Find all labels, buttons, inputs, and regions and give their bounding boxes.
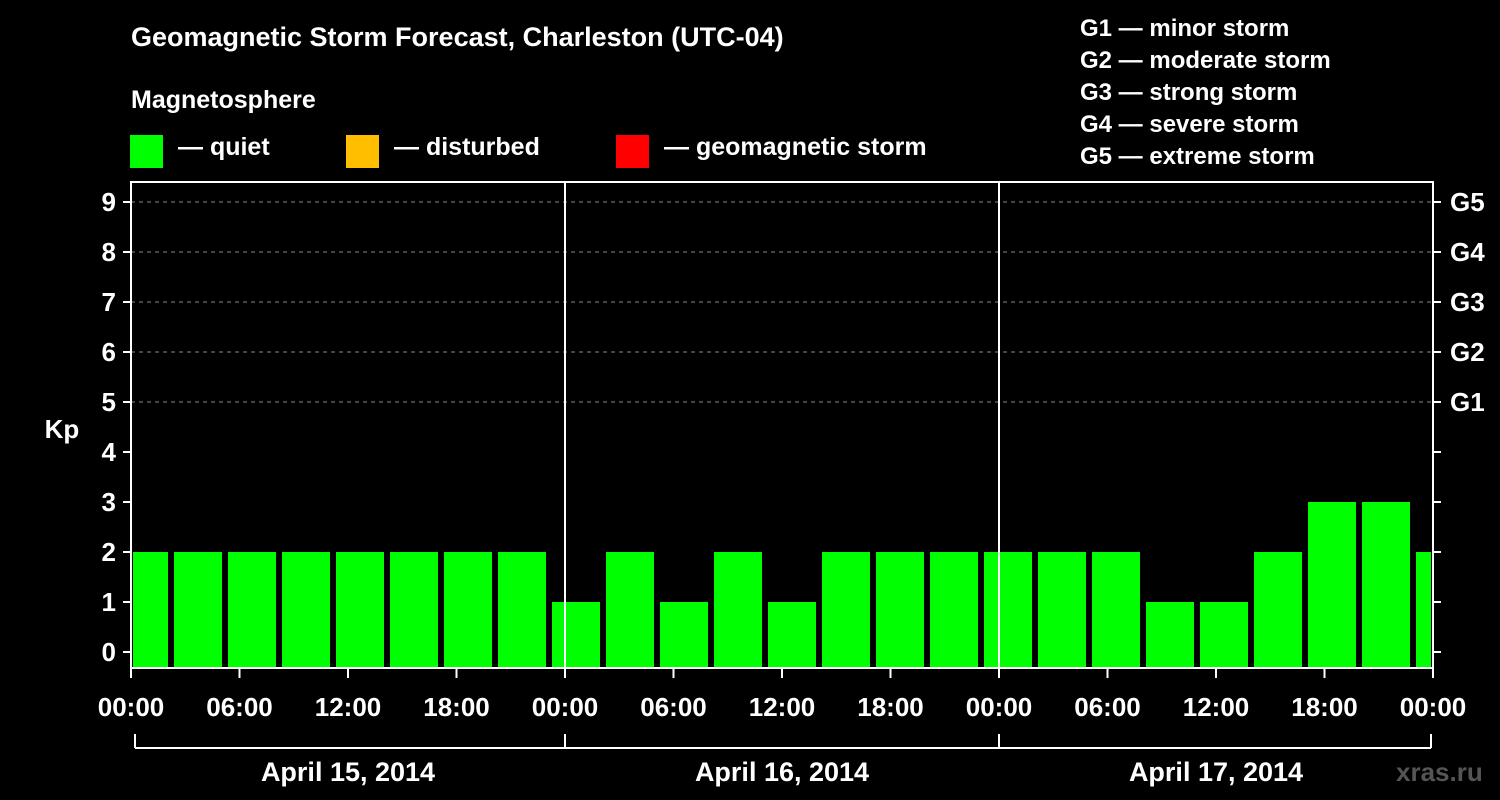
legend-swatch-quiet [130, 135, 163, 168]
kp-bar [768, 602, 816, 668]
x-tick-label: 12:00 [749, 692, 816, 722]
y-tick-label: 9 [102, 187, 116, 217]
kp-bar [714, 552, 762, 668]
kp-bar [552, 602, 600, 668]
x-tick-label: 18:00 [423, 692, 490, 722]
kp-bar [1362, 502, 1410, 668]
g-level-label: G3 [1450, 287, 1485, 317]
y-tick-label: 6 [102, 337, 116, 367]
y-tick-label: 1 [102, 587, 116, 617]
kp-bar [1038, 552, 1086, 668]
y-tick-label: 5 [102, 387, 116, 417]
kp-bar [1416, 552, 1431, 668]
storm-scale-g1: G1 — minor storm [1080, 15, 1290, 42]
kp-bar [1200, 602, 1248, 668]
kp-bar [228, 552, 276, 668]
kp-bar [282, 552, 330, 668]
kp-bar [822, 552, 870, 668]
storm-scale-g2: G2 — moderate storm [1080, 47, 1331, 74]
y-tick-label: 2 [102, 537, 116, 567]
storm-scale-g5: G5 — extreme storm [1080, 143, 1315, 170]
kp-bar [1146, 602, 1194, 668]
kp-bar [606, 552, 654, 668]
x-tick-label: 12:00 [315, 692, 382, 722]
storm-scale-g4: G4 — severe storm [1080, 111, 1299, 138]
g-level-label: G1 [1450, 387, 1485, 417]
watermark: xras.ru [1396, 757, 1483, 787]
x-tick-label: 18:00 [1291, 692, 1358, 722]
y-tick-label: 8 [102, 237, 116, 267]
kp-bar [1092, 552, 1140, 668]
kp-bar [133, 552, 168, 668]
legend-label-disturbed: — disturbed [394, 133, 540, 161]
date-label: April 15, 2014 [261, 757, 435, 787]
g-level-label: G2 [1450, 337, 1485, 367]
x-tick-label: 06:00 [206, 692, 273, 722]
kp-bar [390, 552, 438, 668]
legend-heading: Magnetosphere [131, 86, 316, 114]
x-tick-label: 06:00 [1074, 692, 1141, 722]
kp-bar [930, 552, 978, 668]
x-tick-label: 00:00 [1400, 692, 1467, 722]
kp-bar [174, 552, 222, 668]
y-axis-label: Kp [45, 414, 80, 444]
legend-swatch-storm [616, 135, 649, 168]
kp-bar [444, 552, 492, 668]
x-tick-label: 00:00 [966, 692, 1033, 722]
kp-bar [336, 552, 384, 668]
y-tick-label: 0 [102, 637, 116, 667]
y-tick-label: 4 [102, 437, 117, 467]
x-tick-label: 00:00 [98, 692, 165, 722]
kp-bar [1308, 502, 1356, 668]
chart-title: Geomagnetic Storm Forecast, Charleston (… [131, 22, 784, 52]
y-tick-label: 3 [102, 487, 116, 517]
y-tick-label: 7 [102, 287, 116, 317]
x-tick-label: 06:00 [640, 692, 707, 722]
storm-scale-g3: G3 — strong storm [1080, 79, 1298, 106]
legend-label-quiet: — quiet [178, 133, 270, 161]
x-tick-label: 12:00 [1183, 692, 1250, 722]
kp-bar [984, 552, 1032, 668]
date-label: April 16, 2014 [695, 757, 869, 787]
kp-bar [1254, 552, 1302, 668]
legend-label-storm: — geomagnetic storm [664, 133, 927, 161]
x-tick-label: 18:00 [857, 692, 924, 722]
date-label: April 17, 2014 [1129, 757, 1303, 787]
g-level-label: G4 [1450, 237, 1485, 267]
g-level-label: G5 [1450, 187, 1485, 217]
x-tick-label: 00:00 [532, 692, 599, 722]
kp-bar [660, 602, 708, 668]
legend-swatch-disturbed [346, 135, 379, 168]
kp-bar [876, 552, 924, 668]
kp-bar [498, 552, 546, 668]
